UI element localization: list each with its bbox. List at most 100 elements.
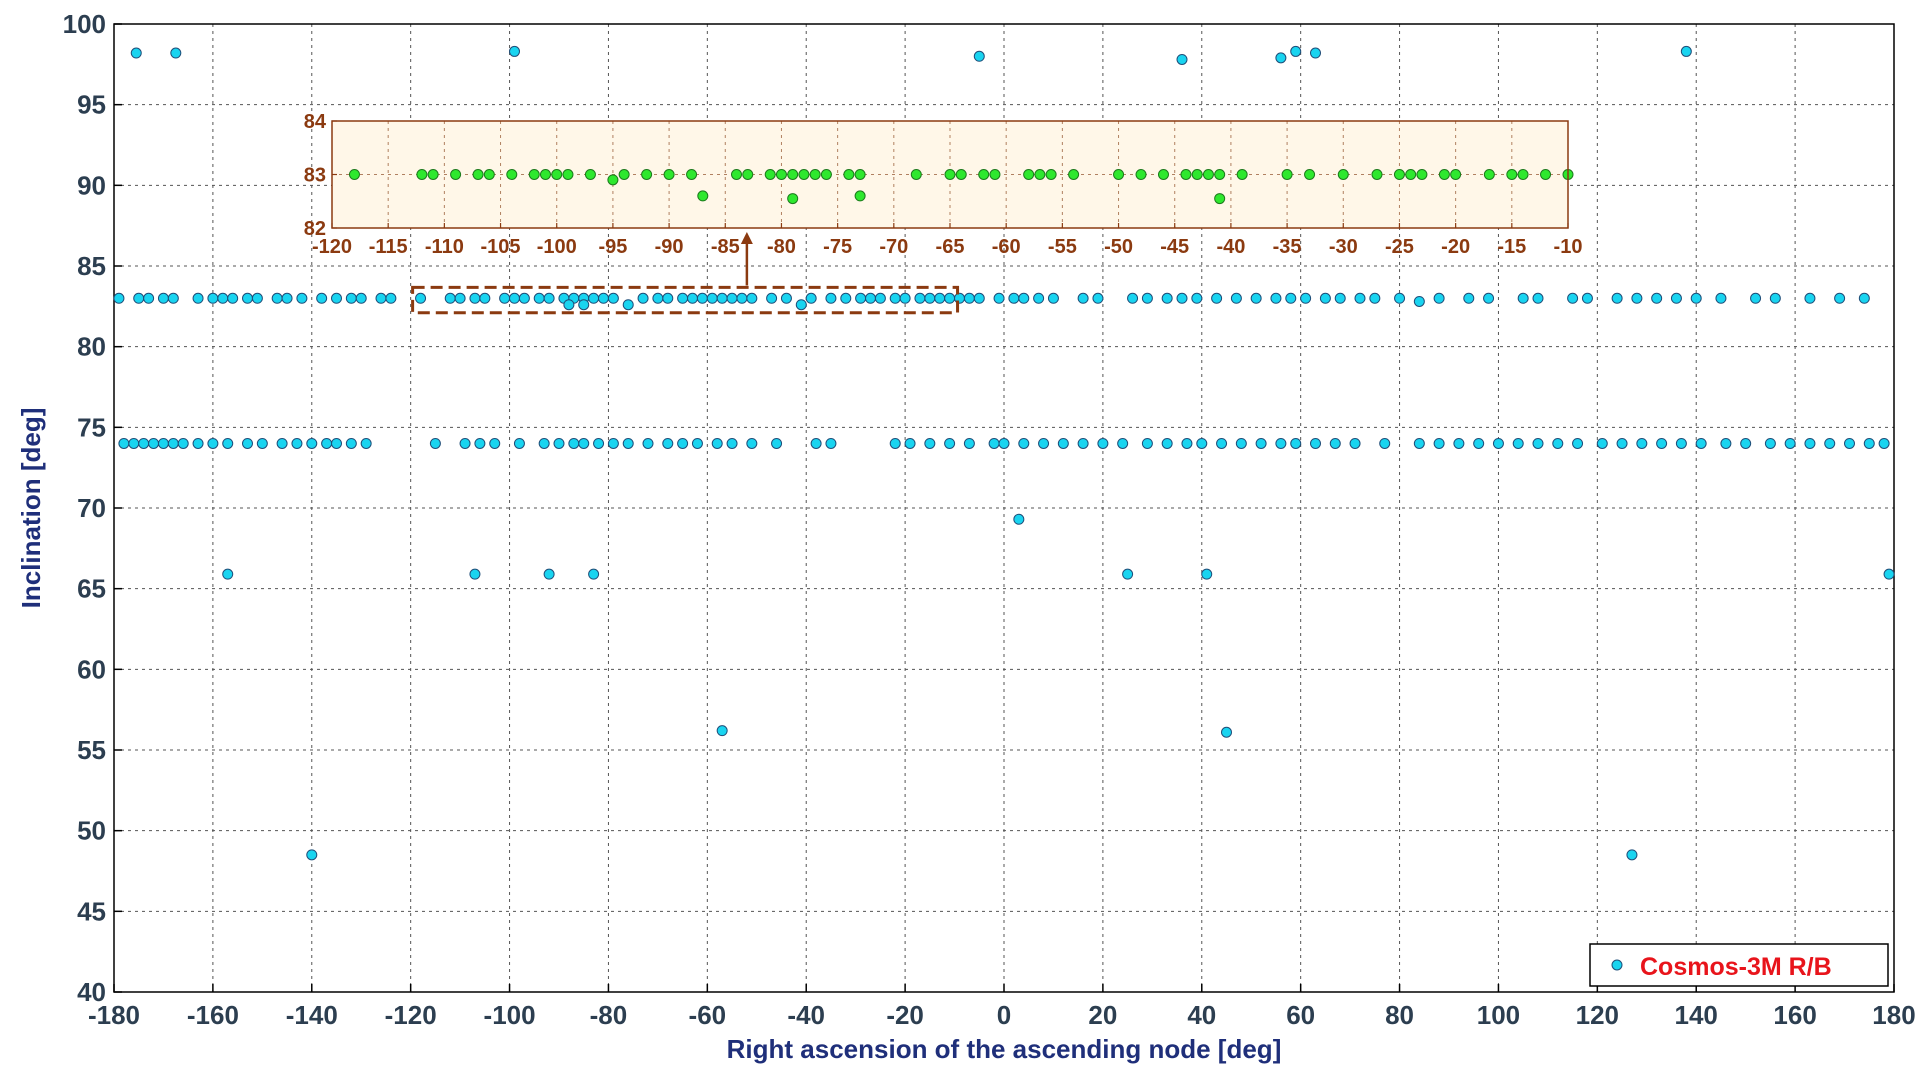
data-point xyxy=(143,292,155,304)
data-point xyxy=(899,292,911,304)
x-tick-label: -100 xyxy=(484,1000,536,1030)
data-point xyxy=(118,437,130,449)
inset-data-point xyxy=(427,169,439,180)
data-point xyxy=(593,437,605,449)
data-point xyxy=(607,292,619,304)
inset-data-point xyxy=(1135,169,1147,180)
inset-x-tick-label: -95 xyxy=(598,236,627,258)
data-point xyxy=(242,437,253,449)
data-point xyxy=(1453,437,1465,449)
data-point xyxy=(637,292,649,304)
inset-source-region xyxy=(411,285,960,315)
data-point xyxy=(1483,292,1495,304)
data-point xyxy=(1394,292,1406,304)
data-point xyxy=(1433,292,1445,304)
data-point xyxy=(736,292,748,304)
data-point xyxy=(1517,292,1529,304)
data-point xyxy=(914,292,926,304)
data-point xyxy=(157,292,169,304)
data-point xyxy=(1804,292,1816,304)
data-point xyxy=(687,292,698,304)
inset-x-tick-label: -35 xyxy=(1273,236,1302,258)
inset-data-point xyxy=(798,169,810,180)
data-point xyxy=(1319,292,1331,304)
inset-x-tick-label: -120 xyxy=(312,236,352,258)
data-point xyxy=(1176,292,1188,304)
data-point xyxy=(706,292,718,304)
inset-data-point xyxy=(1214,193,1226,205)
data-point xyxy=(1349,437,1361,449)
data-point xyxy=(1715,292,1727,304)
y-tick-label: 40 xyxy=(77,977,106,1007)
data-point xyxy=(1047,292,1059,304)
inset-data-point xyxy=(686,169,698,180)
data-point xyxy=(1413,295,1425,307)
data-point xyxy=(1413,437,1425,449)
data-point xyxy=(1077,437,1089,449)
data-point xyxy=(563,299,575,311)
data-point xyxy=(1473,437,1485,449)
data-point xyxy=(291,437,303,449)
data-point xyxy=(331,437,342,449)
data-point xyxy=(306,437,318,449)
data-point xyxy=(1567,292,1579,304)
x-tick-label: 40 xyxy=(1187,1000,1216,1030)
inset-data-point xyxy=(1023,169,1035,180)
inset-x-tick-label: -85 xyxy=(711,236,740,258)
data-point xyxy=(726,437,738,449)
data-point xyxy=(1740,437,1752,449)
data-point xyxy=(1651,292,1663,304)
data-point xyxy=(1141,292,1153,304)
data-point xyxy=(924,437,936,449)
inset-data-point xyxy=(1483,169,1495,180)
inset-data-point xyxy=(989,169,1001,180)
data-point xyxy=(1221,726,1232,738)
inset-x-tick-label: -15 xyxy=(1497,236,1526,258)
data-point xyxy=(578,299,590,311)
data-point xyxy=(1038,437,1050,449)
y-tick-label: 75 xyxy=(77,412,106,442)
inset-x-tick-label: -70 xyxy=(879,236,908,258)
data-point xyxy=(1596,437,1608,449)
inset-series-points xyxy=(348,169,1574,205)
x-tick-label: -160 xyxy=(187,1000,239,1030)
data-point xyxy=(934,292,946,304)
data-point xyxy=(192,437,204,449)
inset-data-point xyxy=(1337,169,1349,180)
data-point xyxy=(1626,849,1638,861)
data-point xyxy=(1329,437,1341,449)
data-point xyxy=(622,299,634,311)
data-point xyxy=(415,292,427,304)
inset-data-point xyxy=(663,169,675,180)
inset-data-point xyxy=(787,169,799,180)
y-axis-label: Inclination [deg] xyxy=(16,408,46,609)
x-tick-label: -40 xyxy=(787,1000,825,1030)
data-point xyxy=(944,292,956,304)
data-point xyxy=(998,437,1010,449)
data-point xyxy=(1433,437,1445,449)
legend-label: Cosmos-3M R/B xyxy=(1640,953,1832,981)
data-point xyxy=(993,292,1005,304)
legend: Cosmos-3M R/B xyxy=(1589,943,1889,987)
legend-box xyxy=(1589,943,1889,987)
data-point xyxy=(1255,437,1267,449)
data-point xyxy=(375,292,387,304)
inset-data-point xyxy=(1281,169,1293,180)
x-tick-label: -20 xyxy=(886,1000,924,1030)
data-point xyxy=(128,437,140,449)
data-point xyxy=(1141,437,1153,449)
data-point xyxy=(321,437,333,449)
data-point xyxy=(1720,437,1732,449)
data-point xyxy=(726,292,738,304)
y-tick-label: 100 xyxy=(63,9,106,39)
data-point xyxy=(429,437,441,449)
data-point xyxy=(607,437,619,449)
inset-data-point xyxy=(742,169,754,180)
inset-data-point xyxy=(641,169,653,180)
data-point xyxy=(1512,437,1524,449)
data-point xyxy=(578,437,590,449)
data-point xyxy=(716,292,728,304)
data-point xyxy=(518,292,530,304)
data-point xyxy=(316,292,328,304)
data-point xyxy=(677,292,689,304)
